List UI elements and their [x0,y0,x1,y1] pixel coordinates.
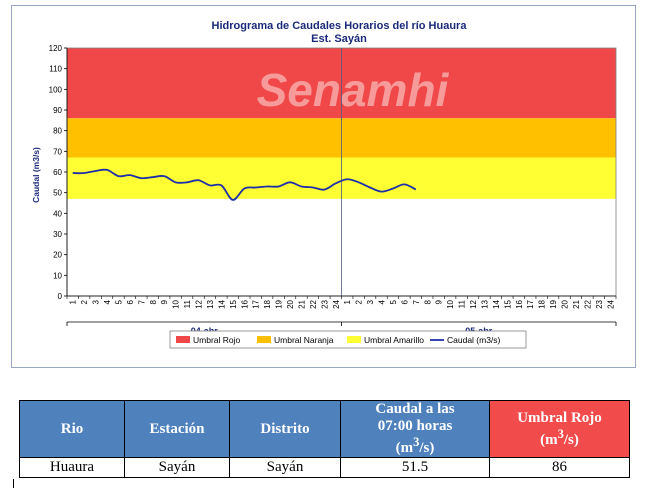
x-tick-label-4: 5 [114,299,123,304]
x-tick-label-19: 20 [286,299,295,308]
x-tick-label-30: 7 [412,299,421,304]
x-tick-label-20: 21 [297,299,306,308]
x-tick-label-31: 8 [423,299,432,304]
x-tick-label-7: 8 [149,299,158,304]
cell-distrito: Sayán [229,457,341,478]
chart-frame: Hidrograma de Caudales Horarios del río … [11,5,636,368]
header-umbral-rojo: Umbral Rojo (m3/s) [489,400,630,458]
cell-rio: Huaura [19,457,125,478]
series-line-0 [72,168,417,201]
x-tick-label-34: 11 [458,299,467,308]
x-tick-label-24: 1 [343,299,352,304]
x-tick-label-43: 20 [561,299,570,308]
x-tick-label-45: 22 [583,299,592,308]
y-tick-label-7: 70 [53,147,62,156]
y-tick-label-0: 0 [58,292,63,301]
y-tick-label-10: 100 [49,85,63,94]
cell-estacion: Sayán [124,457,230,478]
header-caudal: Caudal a las 07:00 horas (m3/s) [340,400,490,458]
x-tick-label-8: 9 [160,299,169,304]
x-tick-label-41: 18 [538,299,547,308]
x-tick-label-29: 6 [400,299,409,304]
x-tick-label-33: 10 [446,299,455,308]
x-tick-label-10: 11 [183,299,192,308]
watermark: Senamhi [257,64,450,116]
x-tick-label-11: 12 [195,299,204,308]
y-tick-label-4: 40 [53,209,62,218]
data-table: Rio Estación Distrito Caudal a las 07:00 … [19,400,630,478]
chart-title: Hidrograma de Caudales Horarios del río … [212,20,468,32]
x-tick-label-44: 21 [572,299,581,308]
y-tick-label-11: 110 [49,65,62,74]
hydrograph-chart: Hidrograma de Caudales Horarios del río … [31,20,617,349]
x-tick-label-32: 9 [435,299,444,304]
x-tick-label-15: 16 [240,299,249,308]
x-tick-label-42: 19 [549,299,558,308]
header-distrito: Distrito [229,400,341,458]
x-tick-label-0: 1 [69,299,78,304]
x-tick-label-3: 4 [103,299,112,304]
x-tick-label-47: 24 [606,299,615,308]
x-tick-label-36: 13 [480,299,489,308]
x-tick-label-27: 4 [378,299,387,304]
y-tick-label-12: 120 [49,44,63,53]
cell-caudal: 51.5 [340,457,490,478]
cell-umbral-rojo: 86 [489,457,630,478]
legend-swatch-1 [257,336,271,343]
x-tick-label-17: 18 [263,299,272,308]
x-tick-label-16: 17 [252,299,261,308]
x-tick-label-12: 13 [206,299,215,308]
legend-label-3: Caudal (m3/s) [447,335,501,345]
x-tick-label-37: 14 [492,299,501,308]
legend-label-0: Umbral Rojo [193,335,241,345]
x-tick-label-26: 3 [366,299,375,304]
legend-swatch-0 [176,336,190,343]
header-estacion: Estación [124,400,230,458]
legend-swatch-2 [347,336,361,343]
y-tick-label-1: 10 [53,271,62,280]
x-tick-label-25: 2 [355,299,364,304]
y-tick-label-8: 80 [53,127,62,136]
x-tick-label-38: 15 [503,299,512,308]
y-tick-label-6: 60 [53,168,62,177]
x-tick-label-6: 7 [137,299,146,304]
x-tick-label-35: 12 [469,299,478,308]
legend: Umbral Rojo Umbral Naranja Umbral Amarillo… [169,330,527,349]
x-tick-label-2: 3 [92,299,101,304]
y-tick-label-2: 20 [53,251,62,260]
table-row: Huaura Sayán Sayán 51.5 86 [19,457,630,478]
x-tick-label-9: 10 [172,299,181,308]
y-tick-label-3: 30 [53,230,62,239]
header-rio: Rio [19,400,125,458]
x-tick-label-39: 16 [515,299,524,308]
chart-subtitle: Est. Sayán [311,33,367,45]
x-tick-label-13: 14 [217,299,226,308]
x-tick-label-28: 5 [389,299,398,304]
x-tick-label-22: 23 [320,299,329,308]
x-tick-label-46: 23 [595,299,604,308]
x-tick-label-5: 6 [126,299,135,304]
text-cursor [13,479,14,488]
header-caudal-text: Caudal a las 07:00 horas (m3/s) [375,401,455,456]
x-tick-label-23: 24 [332,299,341,308]
header-umbral-rojo-text: Umbral Rojo (m3/s) [517,409,602,448]
y-tick-label-9: 90 [53,106,62,115]
y-tick-label-5: 50 [53,189,62,198]
x-tick-label-40: 17 [526,299,535,308]
legend-label-1: Umbral Naranja [274,335,334,345]
x-tick-label-18: 19 [275,299,284,308]
y-axis-label: Caudal (m3/s) [31,147,41,203]
x-tick-label-14: 15 [229,299,238,308]
x-tick-label-21: 22 [309,299,318,308]
x-tick-label-1: 2 [80,299,89,304]
legend-label-2: Umbral Amarillo [364,335,424,345]
